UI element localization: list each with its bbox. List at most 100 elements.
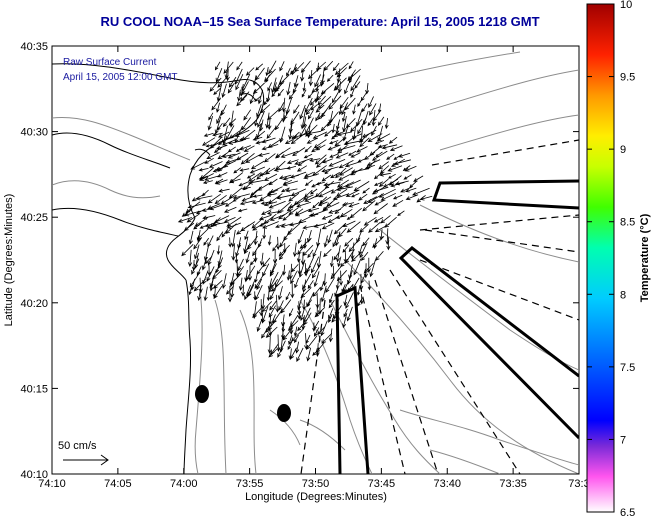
current-vector	[330, 265, 343, 280]
x-tick-label: 73:55	[236, 478, 264, 490]
current-vector	[306, 137, 318, 144]
current-vector	[356, 286, 361, 296]
current-vector	[279, 236, 287, 248]
current-vector	[345, 292, 354, 309]
current-vector	[235, 74, 244, 91]
current-vector	[268, 178, 278, 186]
current-vector	[397, 210, 405, 217]
current-vector	[328, 313, 333, 323]
current-vector	[404, 165, 417, 172]
current-vector	[212, 132, 223, 137]
current-vector	[207, 193, 221, 204]
current-vector	[258, 214, 272, 221]
current-vector	[293, 104, 300, 114]
current-vector	[315, 181, 326, 186]
current-vector	[350, 88, 355, 99]
plot-area	[51, 45, 580, 475]
current-vector	[217, 122, 223, 131]
current-vector	[311, 80, 325, 93]
current-vector	[405, 194, 419, 201]
current-vector	[252, 136, 263, 141]
current-vector	[195, 195, 213, 201]
current-vector	[285, 291, 291, 301]
current-vector	[338, 160, 354, 169]
current-vector	[267, 116, 272, 131]
current-vector	[216, 144, 228, 150]
current-vector	[386, 153, 395, 160]
current-vector	[351, 251, 362, 262]
current-vector	[261, 209, 272, 215]
x-axis-label: Longitude (Degrees:Minutes)	[245, 491, 387, 503]
current-vector	[367, 133, 383, 143]
current-vector	[216, 245, 221, 256]
current-vector	[275, 294, 280, 313]
current-vector	[345, 179, 361, 188]
current-vector	[368, 221, 381, 233]
current-vector	[275, 236, 281, 251]
current-vector	[307, 249, 314, 259]
current-vector	[302, 82, 306, 92]
current-vector	[230, 279, 235, 299]
colorbar	[586, 3, 615, 513]
current-vector	[374, 200, 384, 206]
current-vector	[261, 137, 276, 144]
current-vector	[247, 284, 255, 298]
current-vector	[229, 178, 241, 184]
current-vector	[278, 244, 290, 257]
current-vector	[289, 308, 294, 317]
current-vector	[207, 235, 214, 248]
current-vector	[202, 215, 216, 220]
current-vector	[356, 146, 368, 153]
current-vector	[293, 326, 298, 337]
current-vector	[312, 348, 320, 356]
current-vector	[348, 61, 354, 70]
current-vector	[247, 265, 253, 281]
current-vector	[379, 172, 391, 177]
current-vector	[223, 160, 237, 167]
current-vector	[240, 221, 256, 232]
current-vector	[335, 152, 349, 159]
current-vector	[323, 181, 341, 187]
current-vector	[312, 243, 320, 258]
current-vector	[332, 193, 349, 200]
current-vector	[377, 116, 385, 126]
current-vector	[193, 222, 202, 230]
current-vector	[207, 115, 213, 131]
current-vector	[306, 335, 318, 350]
current-vector	[215, 262, 220, 274]
x-tick-label: 74:10	[38, 478, 66, 490]
current-vector	[204, 175, 220, 181]
current-vector	[204, 256, 213, 265]
current-vector	[311, 256, 320, 274]
current-vector	[263, 153, 276, 163]
current-vector	[341, 112, 346, 123]
current-vector	[267, 336, 272, 355]
colorbar-tick-label: 8.5	[620, 217, 635, 229]
current-vector	[337, 256, 342, 268]
current-vector	[373, 186, 389, 193]
current-vector	[409, 180, 418, 189]
current-vector	[288, 89, 297, 100]
current-vector	[278, 250, 287, 261]
current-vector	[393, 159, 411, 166]
current-vector	[296, 201, 312, 208]
current-vector	[362, 187, 370, 194]
current-vector	[236, 94, 248, 107]
x-tick-label: 73:40	[433, 478, 461, 490]
current-vector	[304, 97, 313, 113]
current-vector	[295, 341, 300, 354]
current-vector	[395, 180, 409, 186]
current-vector	[331, 90, 340, 104]
current-vector	[241, 186, 251, 190]
current-vector	[227, 146, 236, 153]
current-vector	[329, 140, 339, 145]
current-vector	[344, 83, 350, 95]
current-vector	[239, 200, 255, 206]
current-vector	[234, 68, 243, 85]
current-vector	[290, 188, 307, 197]
current-vector	[319, 280, 325, 292]
current-vector	[304, 179, 313, 186]
current-vectors	[177, 60, 433, 363]
current-vector	[247, 180, 264, 185]
current-vector	[193, 237, 203, 250]
